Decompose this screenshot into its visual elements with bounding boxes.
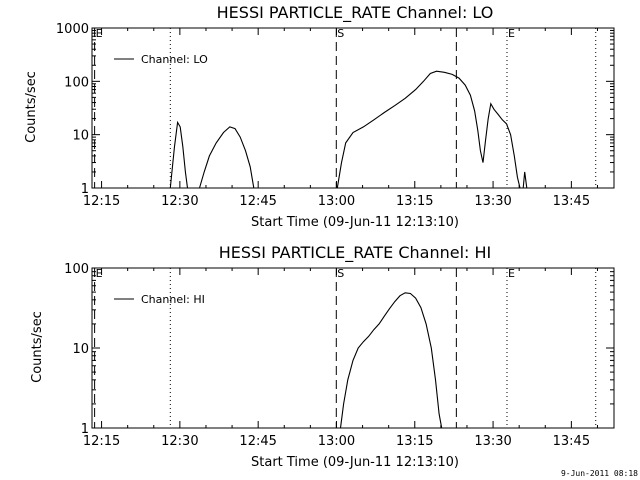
chart-lo: HESSI PARTICLE_RATE Channel: LO 12:15 12:…: [24, 3, 615, 230]
x-tick-label: 12:30: [161, 194, 198, 209]
marker-label: E: [96, 267, 103, 280]
y-tick-label: 1000: [56, 22, 89, 37]
x-tick-label: 13:45: [553, 434, 590, 449]
y-tick-label: 100: [64, 262, 89, 277]
x-tick-label: 13:00: [318, 194, 355, 209]
x-axis-label: Start Time (09-Jun-11 12:13:10): [251, 215, 459, 230]
x-tick-label: 13:45: [553, 194, 590, 209]
marker-label: E: [508, 267, 515, 280]
y-tick-label: 100: [64, 75, 89, 90]
y-tick-label: 10: [72, 129, 89, 144]
y-tick-label: 10: [72, 342, 89, 357]
legend-label: Channel: HI: [141, 293, 205, 306]
y-tick-label: 1: [81, 182, 89, 197]
x-tick-label: 13:30: [474, 434, 511, 449]
x-tick-label: 13:15: [396, 194, 433, 209]
x-tick-label: 12:45: [239, 194, 276, 209]
x-tick-label: 12:45: [239, 434, 276, 449]
timestamp: 9-Jun-2011 08:18: [561, 469, 638, 478]
x-tick-label: 12:15: [83, 194, 120, 209]
plot-area: 12:15 12:30 12:45 13:00 13:15 13:30 13:45 1 10 10…: [64, 262, 615, 449]
plot-area: 12:15 12:30 12:45 13:00 13:15 13:30 13:45 1 10 10…: [56, 22, 615, 209]
series-line: [339, 292, 443, 429]
series-line: [336, 70, 521, 189]
chart-title: HESSI PARTICLE_RATE Channel: LO: [217, 3, 494, 23]
series-line: [169, 120, 189, 189]
chart-title: HESSI PARTICLE_RATE Channel: HI: [219, 243, 492, 263]
plot-frame: [91, 27, 615, 189]
marker-label: E: [508, 27, 515, 40]
legend-label: Channel: LO: [141, 53, 208, 66]
x-axis-label: Start Time (09-Jun-11 12:13:10): [251, 455, 459, 470]
marker-label: S: [337, 27, 344, 40]
x-tick-label: 12:15: [83, 434, 120, 449]
series-line: [198, 126, 255, 189]
x-tick-label: 13:15: [396, 434, 433, 449]
marker-label: S: [337, 267, 344, 280]
y-axis-label: Counts/sec: [24, 71, 39, 143]
x-tick-label: 13:30: [474, 194, 511, 209]
x-tick-label: 13:00: [318, 434, 355, 449]
y-tick-label: 1: [81, 422, 89, 437]
marker-label: E: [96, 27, 103, 40]
series-line: [522, 171, 528, 189]
y-axis-label: Counts/sec: [30, 311, 45, 383]
x-tick-label: 12:30: [161, 434, 198, 449]
chart-hi: HESSI PARTICLE_RATE Channel: HI 12:15 12:…: [30, 243, 615, 470]
